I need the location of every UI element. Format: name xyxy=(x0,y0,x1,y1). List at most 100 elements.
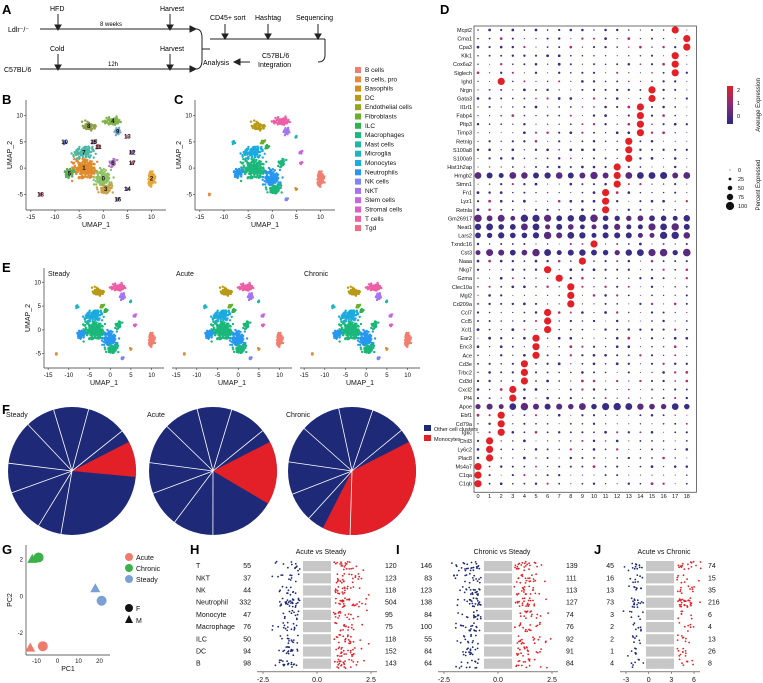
umap-point xyxy=(94,311,97,314)
umap-point xyxy=(212,323,215,327)
umap-point xyxy=(240,334,243,337)
umap-point xyxy=(92,329,96,333)
umap-point xyxy=(355,334,358,337)
umap-point xyxy=(83,318,87,321)
umap-condition-title: Steady xyxy=(48,271,70,278)
umap-point xyxy=(243,330,246,333)
umap-point xyxy=(253,127,257,130)
umap-point xyxy=(319,181,323,184)
umap-x-tick-label: 5 xyxy=(295,215,299,221)
umap-point xyxy=(80,167,83,170)
umap-point xyxy=(225,336,229,339)
umap-point xyxy=(373,350,376,354)
umap-point xyxy=(359,322,363,326)
umap-point xyxy=(353,336,357,339)
umap-point xyxy=(115,286,118,290)
umap-point xyxy=(245,147,249,151)
ldlr-label: Ldlr⁻/⁻ xyxy=(8,27,29,34)
umap-point xyxy=(99,183,103,186)
umap-point xyxy=(79,163,82,166)
umap-point xyxy=(77,329,81,332)
umap-x-tick-label: -15 xyxy=(44,373,53,379)
umap-point xyxy=(207,334,210,337)
umap-point xyxy=(256,155,260,158)
umap-point xyxy=(319,185,322,188)
panel-label-e: E xyxy=(2,260,11,275)
umap-point xyxy=(228,312,231,315)
umap-point xyxy=(215,322,218,325)
legend-swatch-mast-cells xyxy=(355,141,361,148)
umap-point xyxy=(237,329,240,333)
umap-point xyxy=(95,186,99,189)
umap-point xyxy=(73,150,76,154)
umap-point xyxy=(105,173,109,176)
umap-x-tick-label: 5 xyxy=(129,373,133,379)
umap-point xyxy=(70,179,74,183)
cluster-number-label: 12 xyxy=(129,150,136,156)
umap-point xyxy=(112,176,115,179)
umap-point xyxy=(149,332,152,335)
umap-point xyxy=(211,318,215,321)
umap-point xyxy=(234,167,238,171)
umap-point xyxy=(249,120,253,123)
umap-point xyxy=(355,309,359,312)
cold-label: Cold xyxy=(50,46,65,53)
umap-point xyxy=(356,339,360,342)
hashtag-label: Hashtag xyxy=(255,15,281,22)
umap-point xyxy=(91,332,95,335)
umap-point xyxy=(261,178,264,181)
umap-point xyxy=(86,158,89,162)
umap-point xyxy=(114,282,117,285)
hours-label: 12h xyxy=(108,62,118,68)
legend-label: Mast cells xyxy=(365,141,395,148)
umap-point xyxy=(90,315,93,318)
umap-point xyxy=(371,330,374,333)
umap-point xyxy=(215,311,218,314)
umap-point xyxy=(96,313,100,316)
umap-point xyxy=(283,129,286,133)
umap-point xyxy=(88,318,91,321)
umap-point xyxy=(236,336,239,339)
umap-point xyxy=(277,336,281,340)
umap-point xyxy=(245,337,249,340)
umap-y-tick-label: 0 xyxy=(38,328,42,334)
umap-point xyxy=(107,341,111,344)
umap-y-tick-label: -5 xyxy=(36,352,42,358)
umap-point xyxy=(248,163,251,166)
umap-point xyxy=(358,343,362,346)
umap-point xyxy=(74,172,78,175)
umap-point xyxy=(363,343,366,346)
umap-point xyxy=(223,337,226,340)
umap-point xyxy=(224,318,228,321)
umap-point xyxy=(209,323,213,326)
umap-x-tick-label: -10 xyxy=(192,373,201,379)
umap-point xyxy=(406,345,409,349)
umap-point xyxy=(236,349,240,352)
umap-point xyxy=(227,309,231,312)
umap-point xyxy=(101,175,104,178)
umap-point xyxy=(244,325,248,328)
umap-point xyxy=(102,173,105,176)
umap-point xyxy=(265,147,269,150)
umap-y-tick-label: -5 xyxy=(18,192,24,198)
umap-point xyxy=(90,166,94,169)
umap-point xyxy=(94,180,97,183)
umap-point xyxy=(117,120,121,124)
umap-point xyxy=(102,168,106,171)
umap-point xyxy=(241,161,245,164)
umap-x-tick-label: 10 xyxy=(148,373,155,379)
umap-point xyxy=(67,172,71,176)
umap-point xyxy=(103,322,107,326)
umap-point xyxy=(279,186,282,189)
umap-point xyxy=(268,183,272,186)
umap-point xyxy=(342,320,345,323)
umap-point xyxy=(84,163,88,166)
umap-point xyxy=(111,283,115,286)
umap-point xyxy=(212,314,215,317)
umap-point xyxy=(97,336,101,339)
umap-point xyxy=(150,341,154,345)
umap-point xyxy=(218,286,222,289)
umap-point xyxy=(231,322,235,326)
umap-point xyxy=(242,326,245,330)
